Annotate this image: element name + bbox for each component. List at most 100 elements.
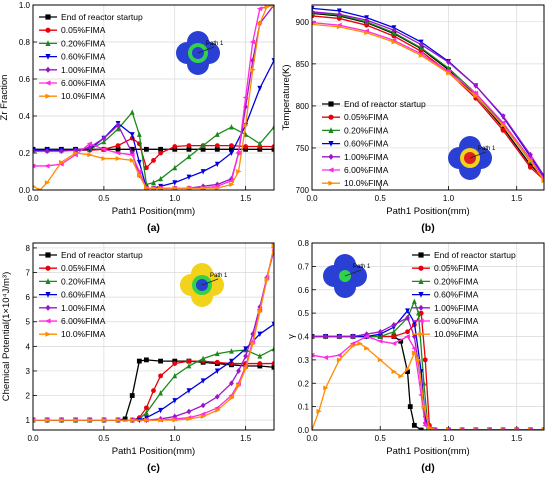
data-point (186, 388, 192, 394)
panel-label: (d) (421, 462, 434, 474)
data-point (172, 185, 178, 190)
series-line-1 (312, 15, 544, 181)
inset-path-label: Path 1 (478, 146, 496, 152)
data-point (257, 85, 263, 92)
data-point (243, 346, 249, 352)
plot-area (312, 5, 544, 190)
x-tick-label: 0.0 (27, 194, 39, 203)
data-point (405, 314, 410, 321)
data-point (101, 417, 107, 423)
data-point (101, 138, 107, 145)
data-point (200, 378, 206, 384)
data-point (500, 113, 506, 119)
data-point (243, 144, 249, 149)
data-point (446, 70, 452, 76)
y-tick-label: 0.0 (298, 426, 310, 435)
data-point (422, 357, 428, 363)
data-point (229, 395, 235, 401)
legend-label: 0.05%FIMA (344, 112, 389, 122)
data-point (446, 59, 451, 66)
data-point (186, 416, 192, 422)
series-group (312, 298, 544, 430)
data-point (418, 427, 424, 430)
legend-label: End of reactor startup (344, 99, 426, 109)
y-axis-label: γ (286, 334, 297, 339)
data-point (229, 146, 234, 152)
data-point (44, 180, 51, 185)
y-tick-label: 700 (296, 186, 310, 195)
data-point (250, 57, 256, 64)
data-point (416, 357, 422, 363)
data-point (200, 169, 206, 175)
data-point (200, 355, 206, 362)
data-point (541, 427, 544, 430)
data-point (33, 418, 36, 422)
legend-label: 0.05%FIMA (434, 263, 479, 273)
data-point (186, 153, 192, 160)
data-point (416, 310, 421, 316)
data-point (264, 5, 270, 10)
data-point (527, 427, 534, 430)
legend-marker (418, 265, 424, 271)
legend-label: 6.00%FIMA (61, 78, 106, 88)
legend-label: End of reactor startup (434, 250, 516, 260)
data-point (257, 140, 263, 147)
data-point (405, 369, 410, 374)
panel-label: (b) (421, 222, 434, 234)
data-point (405, 308, 410, 314)
panel-label: (a) (147, 222, 160, 234)
y-tick-label: 0.2 (19, 149, 31, 158)
legend-label: 10.0%FIMA (434, 329, 479, 339)
data-point (101, 156, 107, 161)
data-point (186, 363, 192, 369)
data-point (144, 405, 149, 411)
x-axis-label: Path1 Position(mm) (386, 206, 469, 217)
legend-marker (45, 54, 51, 60)
data-point (186, 143, 192, 149)
data-point (487, 427, 493, 430)
data-point (73, 147, 78, 154)
y-axis-label: Temperature(K) (281, 65, 292, 131)
data-point (58, 159, 65, 165)
y-tick-label: 6 (26, 293, 31, 302)
data-point (172, 398, 178, 404)
x-tick-label: 1.5 (511, 434, 523, 443)
x-axis-label: Path1 Position(mm) (386, 446, 469, 457)
legend-marker (45, 278, 51, 284)
data-point (186, 174, 192, 181)
data-point (264, 277, 270, 283)
inset-path-label: Path 1 (210, 273, 228, 279)
x-tick-label: 1.0 (443, 194, 455, 203)
data-point (158, 175, 163, 182)
plot-frame (32, 242, 275, 431)
data-point (129, 132, 135, 138)
x-tick-label: 1.0 (443, 434, 455, 443)
data-point (186, 358, 192, 364)
data-point (316, 408, 322, 414)
legend-marker (418, 292, 424, 298)
chart-panel-0: 0.0 0.5 1.0 1.5 0.0 0.2 0.4 0.6 0.8 1.0 Path 1 End … (0, 1, 275, 234)
data-point (271, 345, 274, 352)
legend-label: 0.05%FIMA (61, 263, 106, 273)
legend-marker (44, 80, 51, 86)
data-point (473, 82, 479, 89)
legend-marker (418, 278, 424, 284)
data-point (200, 411, 206, 417)
y-tick-label: 0.8 (298, 239, 310, 248)
data-point (422, 422, 428, 428)
series-line-0 (312, 12, 544, 179)
data-point (312, 23, 315, 26)
data-point (500, 122, 507, 128)
data-point (377, 328, 383, 335)
data-point (312, 352, 315, 358)
data-point (243, 146, 249, 152)
y-tick-label: 5 (26, 318, 31, 327)
data-point (350, 333, 356, 340)
y-tick-label: 0.0 (19, 186, 31, 195)
data-point (158, 417, 164, 423)
data-point (271, 361, 274, 366)
y-tick-label: 4 (26, 342, 31, 351)
legend-marker (45, 304, 51, 311)
legend-label: 0.20%FIMA (434, 276, 479, 286)
legend-label: 1.00%FIMA (61, 303, 106, 313)
